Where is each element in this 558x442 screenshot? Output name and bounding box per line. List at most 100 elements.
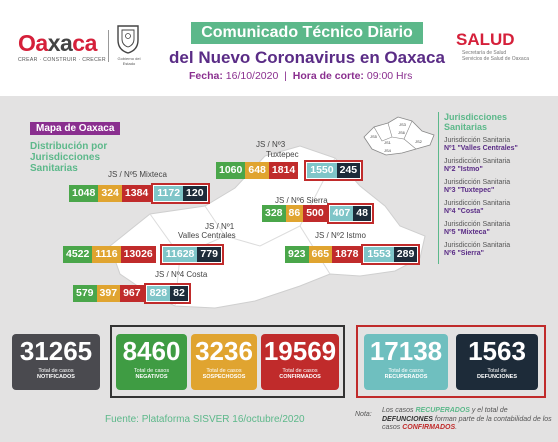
sospechosos-value: 648 bbox=[245, 162, 269, 179]
negativos-group-frame bbox=[110, 325, 345, 398]
total-notificados: 31265 Total de casos NOTIFICADOS bbox=[12, 334, 100, 390]
defunciones-value: 120 bbox=[183, 186, 207, 201]
recuperados-value: 828 bbox=[146, 286, 171, 301]
recuperados-defunciones-box: 828 82 bbox=[143, 283, 191, 304]
logo-wordmark: Oaxaca bbox=[18, 30, 97, 56]
recuperados-value: 407 bbox=[329, 206, 354, 221]
label-tuxtepec-b: Tuxtepec bbox=[266, 150, 299, 159]
oaxaca-logo: Oaxaca CREAR · CONSTRUIR · CRECER bbox=[18, 30, 106, 64]
mini-label-js3: JS3 bbox=[399, 122, 407, 127]
total-defunciones: 1563 Total de DEFUNCIONES bbox=[456, 334, 538, 390]
source-text: Fuente: Plataforma SISVER 16/octubre/202… bbox=[105, 414, 305, 425]
defunciones-value: 779 bbox=[197, 247, 221, 262]
label-valles-b: Valles Centrales bbox=[178, 231, 236, 240]
confirmados-value: 1878 bbox=[332, 246, 362, 263]
map-title: Mapa de Oaxaca bbox=[30, 122, 121, 135]
row-valles-centrales: 4522 1116 13026 11628 779 bbox=[63, 244, 224, 265]
salud-sub-2: Servicios de Salud de Oaxaca bbox=[462, 56, 529, 62]
salud-subtitle: Secretaría de Salud Servicios de Salud d… bbox=[462, 50, 529, 62]
mini-label-js4: JS4 bbox=[384, 148, 392, 153]
negativos-value: 1060 bbox=[216, 162, 246, 179]
negativos-value: 4522 bbox=[63, 246, 93, 263]
sospechosos-value: 324 bbox=[98, 185, 122, 202]
legend-item: Jurisdicción Sanitaria Nº6 "Sierra" bbox=[444, 242, 511, 257]
total-value: 3236 bbox=[195, 336, 253, 366]
sospechosos-value: 1116 bbox=[92, 246, 121, 263]
separator: | bbox=[284, 70, 287, 82]
confirmados-value: 1384 bbox=[121, 185, 152, 202]
cut-value: 09:00 Hrs bbox=[366, 70, 413, 82]
confirmados-value: 500 bbox=[303, 205, 327, 222]
salud-logo: SALUD bbox=[456, 30, 515, 49]
total-value: 31265 bbox=[19, 336, 93, 366]
negativos-value: 579 bbox=[73, 285, 97, 302]
label-istmo: JS / Nº2 Istmo bbox=[315, 231, 366, 240]
total-recuperados: 17138 Total de casos RECUPERADOS bbox=[364, 334, 448, 390]
sospechosos-value: 86 bbox=[285, 205, 304, 222]
row-sierra: 328 86 500 407 48 bbox=[262, 203, 374, 224]
total-caption: Total de casos CONFIRMADOS bbox=[279, 368, 321, 380]
label-mixteca: JS / Nº5 Mixteca bbox=[108, 170, 167, 179]
legend-rule bbox=[438, 112, 439, 264]
logo-divider bbox=[108, 30, 109, 62]
date-label: Fecha: bbox=[189, 70, 223, 82]
recuperados-defunciones-box: 1172 120 bbox=[151, 183, 210, 204]
date-line: Fecha: 16/10/2020 | Hora de corte: 09:00… bbox=[189, 70, 412, 82]
total-value: 8460 bbox=[122, 336, 181, 366]
title-line-1: Comunicado Técnico Diario bbox=[191, 22, 423, 44]
logo-tagline: CREAR · CONSTRUIR · CRECER bbox=[18, 57, 106, 63]
map-subtitle: Distribución por Jurisdicciones Sanitari… bbox=[30, 141, 108, 174]
shield-caption: Gobierno del Estado bbox=[117, 56, 141, 66]
label-valles-a: JS / Nº1 bbox=[205, 222, 235, 231]
label-tuxtepec-a: JS / Nº3 bbox=[256, 140, 286, 149]
total-caption: Total de casos RECUPERADOS bbox=[384, 368, 428, 380]
mini-label-js6: JS6 bbox=[398, 130, 406, 135]
label-sierra: JS / Nº6 Sierra bbox=[275, 196, 328, 205]
recuperados-value: 1550 bbox=[307, 163, 337, 178]
total-caption: Total de casos SOSPECHOSOS bbox=[202, 368, 246, 380]
note-text: Los casos RECUPERADOS y el total de DEFU… bbox=[382, 407, 552, 431]
total-negativos: 8460 Total de casos NEGATIVOS bbox=[116, 334, 187, 390]
mini-label-js2: JS2 bbox=[415, 139, 423, 144]
title-line-2: del Nuevo Coronavirus en Oaxaca bbox=[169, 48, 445, 67]
negativos-value: 328 bbox=[262, 205, 286, 222]
defunciones-value: 82 bbox=[170, 286, 188, 301]
recuperados-defunciones-box: 1553 289 bbox=[361, 244, 421, 265]
note-label: Nota: bbox=[355, 411, 372, 418]
total-caption: Total de casos NOTIFICADOS bbox=[37, 368, 75, 380]
negativos-value: 1048 bbox=[69, 185, 99, 202]
mini-label-js1: JS1 bbox=[384, 140, 392, 145]
recuperados-value: 11628 bbox=[162, 247, 198, 262]
recuperados-value: 1553 bbox=[364, 247, 394, 262]
legend-item: Jurisdicción Sanitaria Nº4 "Costa" bbox=[444, 200, 511, 215]
defunciones-value: 289 bbox=[393, 247, 418, 262]
legend-item: Jurisdicción Sanitaria Nº3 "Tuxtepec" bbox=[444, 179, 511, 194]
row-costa: 579 397 967 828 82 bbox=[73, 283, 191, 304]
date-value: 16/10/2020 bbox=[225, 70, 279, 82]
confirmados-value: 13026 bbox=[120, 246, 156, 263]
total-sospechosos: 3236 Total de casos SOSPECHOSOS bbox=[191, 334, 257, 390]
cut-label: Hora de corte: bbox=[292, 70, 364, 82]
mini-label-js5: JS5 bbox=[370, 134, 378, 139]
confirmados-value: 1814 bbox=[268, 162, 299, 179]
coat-of-arms-icon bbox=[117, 25, 139, 54]
recuperados-group-frame bbox=[356, 325, 546, 398]
salud-sub-1: Secretaría de Salud bbox=[462, 50, 507, 56]
sospechosos-value: 397 bbox=[96, 285, 121, 302]
row-istmo: 923 665 1878 1553 289 bbox=[285, 244, 421, 265]
total-confirmados: 19569 Total de casos CONFIRMADOS bbox=[261, 334, 339, 390]
sospechosos-value: 665 bbox=[308, 246, 333, 263]
total-caption: Total de DEFUNCIONES bbox=[476, 368, 518, 380]
legend-item: Jurisdicción Sanitaria Nº1 "Valles Centra… bbox=[444, 137, 518, 152]
negativos-value: 923 bbox=[285, 246, 309, 263]
row-mixteca: 1048 324 1384 1172 120 bbox=[69, 183, 210, 204]
row-tuxtepec: 1060 648 1814 1550 245 bbox=[216, 160, 364, 181]
legend-item: Jurisdicción Sanitaria Nº5 "Mixteca" bbox=[444, 221, 511, 236]
total-value: 19569 bbox=[263, 336, 337, 366]
legend-title: Jurisdicciones Sanitarias bbox=[444, 112, 508, 132]
recuperados-value: 1172 bbox=[154, 186, 184, 201]
mini-map-icon: JS3 JS5 JS6 JS1 JS2 JS4 bbox=[363, 116, 435, 156]
total-value: 17138 bbox=[369, 336, 443, 366]
defunciones-value: 48 bbox=[353, 206, 371, 221]
legend-item: Jurisdicción Sanitaria Nº2 "Istmo" bbox=[444, 158, 511, 173]
